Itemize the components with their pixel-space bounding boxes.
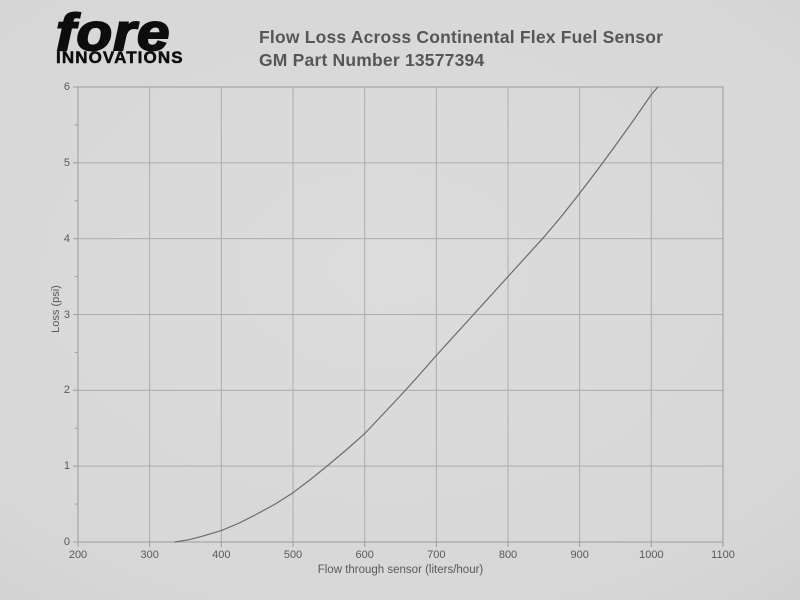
- axis-ticks: [73, 86, 724, 547]
- x-axis-title: Flow through sensor (liters/hour): [317, 564, 484, 576]
- x-tick-label: 1000: [639, 549, 664, 561]
- x-tick-label: 700: [427, 549, 446, 561]
- gridlines: [77, 86, 724, 543]
- x-tick-label: 400: [212, 549, 231, 561]
- chart-title-line-1: Flow Loss Across Continental Flex Fuel S…: [259, 27, 664, 47]
- x-tick-label: 600: [355, 549, 374, 561]
- y-tick-label: 4: [63, 232, 70, 245]
- y-tick-label: 2: [63, 384, 70, 397]
- y-tick-label: 3: [63, 308, 70, 321]
- x-tick-label: 300: [140, 549, 159, 561]
- y-tick-label: 1: [63, 460, 70, 473]
- x-tick-label: 500: [283, 549, 303, 561]
- chart-title-line-2: GM Part Number 13577394: [259, 50, 485, 70]
- y-tick-label: 0: [63, 536, 70, 548]
- x-tick-label: 200: [68, 549, 88, 561]
- fore-innovations-logo: fore INNOVATIONS: [55, 6, 184, 67]
- y-tick-label: 6: [63, 81, 70, 93]
- logo-subtitle: INNOVATIONS: [56, 48, 184, 67]
- flow-loss-curve: [174, 86, 659, 543]
- logo-wordmark: fore: [55, 4, 171, 62]
- y-tick-label: 5: [63, 156, 70, 169]
- chart-title: Flow Loss Across Continental Flex Fuel S…: [259, 26, 663, 72]
- x-tick-label: 800: [498, 549, 518, 561]
- x-tick-label: 1100: [711, 549, 735, 561]
- y-axis-title: Loss (psi): [50, 285, 62, 333]
- x-tick-label: 900: [570, 549, 589, 561]
